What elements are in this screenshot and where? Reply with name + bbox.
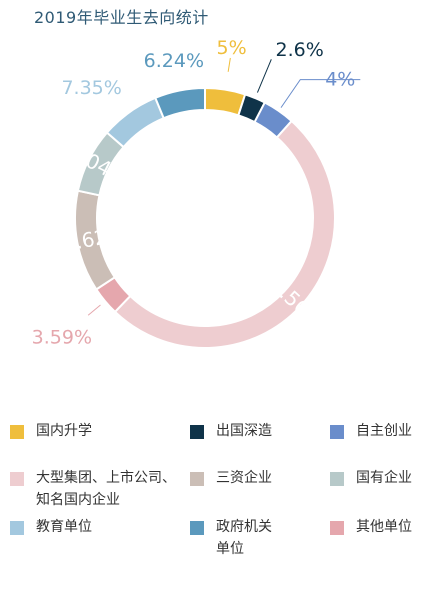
label-leader-line	[87, 304, 101, 316]
legend-label: 教育单位	[36, 519, 92, 535]
slice-label: 6.24%	[144, 50, 204, 72]
legend-item: 政府机关 单位	[190, 516, 366, 560]
legend-swatch	[330, 472, 344, 486]
legend-label: 国有企业	[356, 470, 412, 486]
legend-label: 大型集团、上市公司、 知名国内企业	[36, 470, 176, 508]
legend-swatch	[330, 521, 344, 535]
label-leader-line	[227, 57, 231, 72]
legend-item: 大型集团、上市公司、 知名国内企业	[10, 467, 186, 511]
legend-label: 其他单位	[356, 519, 412, 535]
slice-label: 3.59%	[32, 326, 92, 348]
slice-label: 5%	[217, 37, 247, 59]
legend-swatch	[190, 425, 204, 439]
legend-item: 教育单位	[10, 516, 186, 538]
donut-slice	[154, 86, 206, 120]
legend-item: 国有企业	[330, 467, 428, 489]
legend-item: 三资企业	[190, 467, 366, 489]
legend-label: 政府机关 单位	[216, 519, 272, 557]
slice-label: 7.35%	[61, 77, 121, 99]
slice-label: 4%	[325, 69, 355, 91]
legend-swatch	[10, 521, 24, 535]
slice-label: 2.6%	[275, 39, 323, 61]
legend-label: 国内升学	[36, 423, 92, 439]
legend-item: 国内升学	[10, 420, 186, 442]
legend-label: 出国深造	[216, 423, 272, 439]
legend-swatch	[190, 472, 204, 486]
legend-swatch	[10, 425, 24, 439]
chart-title: 2019年毕业生去向统计	[34, 8, 209, 27]
legend-label: 自主创业	[356, 423, 412, 439]
legend-label: 三资企业	[216, 470, 272, 486]
legend-swatch	[10, 472, 24, 486]
legend-swatch	[190, 521, 204, 535]
donut-chart: 5% 2.6%4%50.56%3.59%12.62%8.04%7.35%6.24%	[32, 37, 361, 349]
legend-item: 出国深造	[190, 420, 366, 442]
legend-item: 其他单位	[330, 516, 428, 538]
label-leader-line	[280, 79, 361, 108]
legend-item: 自主创业	[330, 420, 428, 442]
legend-swatch	[330, 425, 344, 439]
label-leader-line	[256, 59, 272, 93]
